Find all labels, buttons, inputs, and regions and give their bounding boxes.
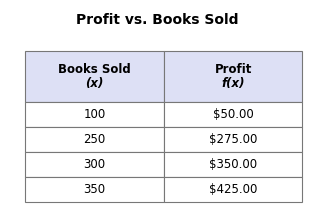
Text: Profit: Profit: [215, 63, 252, 76]
Text: Profit vs. Books Sold: Profit vs. Books Sold: [76, 13, 239, 27]
Text: $275.00: $275.00: [209, 133, 257, 146]
Text: $350.00: $350.00: [209, 158, 257, 171]
Text: f(x): f(x): [221, 77, 245, 90]
Text: 350: 350: [83, 183, 106, 196]
Text: (x): (x): [85, 77, 104, 90]
Text: Books Sold: Books Sold: [58, 63, 131, 76]
Text: 100: 100: [83, 108, 106, 121]
Text: 250: 250: [83, 133, 106, 146]
Text: $50.00: $50.00: [213, 108, 254, 121]
Text: $425.00: $425.00: [209, 183, 257, 196]
Text: 300: 300: [83, 158, 106, 171]
